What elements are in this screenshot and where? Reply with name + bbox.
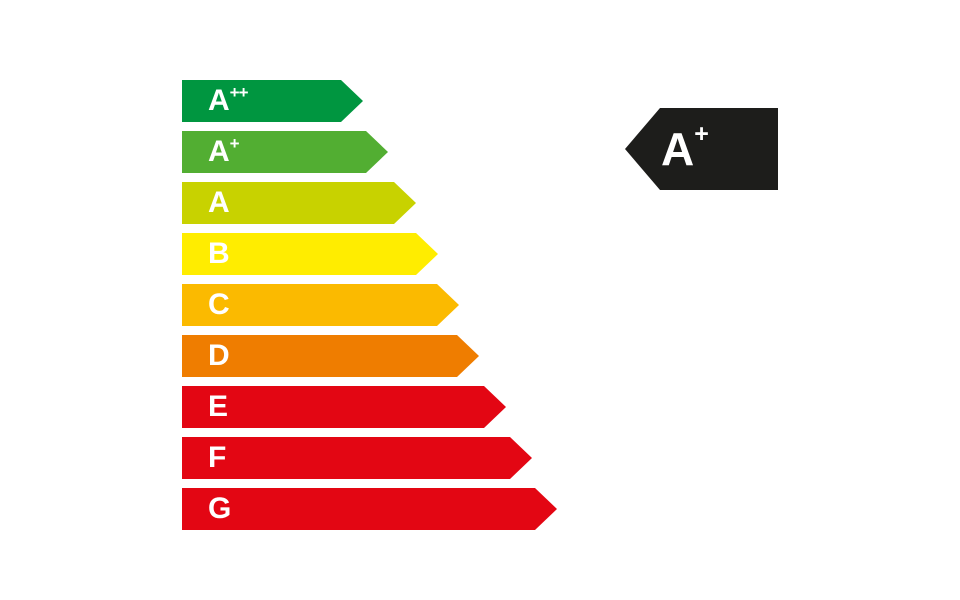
bar-arrow-shape xyxy=(182,488,557,530)
scale-bar-g[interactable]: G xyxy=(182,488,557,530)
bar-arrow-shape xyxy=(182,284,459,326)
scale-bar-b[interactable]: B xyxy=(182,233,438,275)
scale-bar-d[interactable]: D xyxy=(182,335,479,377)
scale-bar-e[interactable]: E xyxy=(182,386,506,428)
bar-arrow-shape xyxy=(182,182,416,224)
selected-rating-badge[interactable]: A + xyxy=(625,108,778,190)
scale-bar-a[interactable]: A xyxy=(182,182,416,224)
bar-arrow-shape xyxy=(182,335,479,377)
scale-bar-f[interactable]: F xyxy=(182,437,532,479)
badge-arrow-shape xyxy=(625,108,778,190)
bar-arrow-shape xyxy=(182,437,532,479)
scale-bar-aplus[interactable]: A + xyxy=(182,131,388,173)
bar-arrow-shape xyxy=(182,80,363,122)
bar-arrow-shape xyxy=(182,131,388,173)
scale-bar-aplusplus[interactable]: A ++ xyxy=(182,80,363,122)
bar-arrow-shape xyxy=(182,386,506,428)
scale-bar-c[interactable]: C xyxy=(182,284,459,326)
bar-arrow-shape xyxy=(182,233,438,275)
